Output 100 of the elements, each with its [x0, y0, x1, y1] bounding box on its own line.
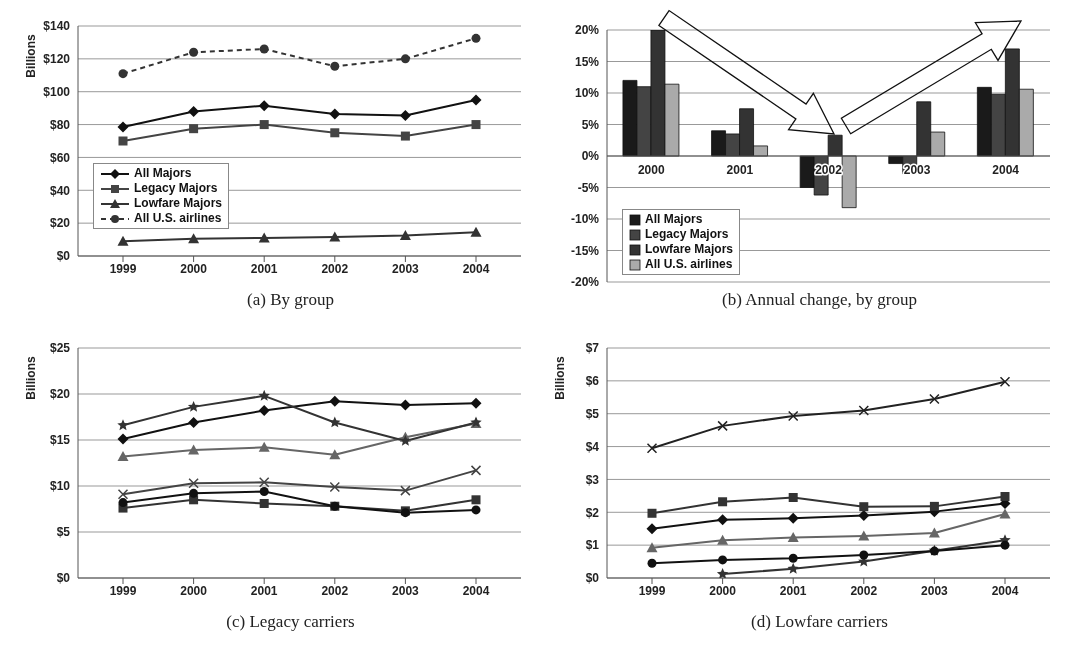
point	[117, 489, 129, 500]
y-tick-label: -20%	[570, 275, 600, 290]
point	[470, 397, 482, 409]
point	[330, 128, 340, 138]
point	[1000, 492, 1010, 502]
point	[646, 442, 658, 454]
point	[716, 568, 729, 578]
point	[470, 94, 482, 106]
y-tick-label: -15%	[570, 243, 600, 258]
x-tick-label: 2002	[321, 583, 349, 598]
point	[188, 444, 200, 455]
y-tick-label: 0%	[581, 149, 600, 164]
y-axis-title: Billions	[23, 34, 38, 78]
point	[646, 542, 658, 553]
point	[258, 405, 270, 417]
point	[717, 420, 728, 432]
bar	[827, 134, 843, 157]
y-tick-label: $100	[43, 84, 71, 99]
point	[188, 233, 200, 244]
y-tick-label: $20	[49, 387, 71, 402]
point	[471, 33, 481, 43]
point	[117, 121, 129, 133]
y-tick-label: $5	[56, 525, 71, 540]
point	[329, 449, 341, 460]
point	[329, 481, 341, 493]
point	[329, 108, 341, 120]
x-tick-label: 2002	[850, 583, 878, 598]
x-tick-label: 1999	[638, 583, 666, 598]
point	[718, 497, 728, 507]
point	[787, 532, 799, 543]
y-tick-label: 5%	[581, 117, 600, 132]
legend-label: All Majors	[645, 212, 703, 227]
point	[929, 393, 940, 405]
point	[858, 530, 870, 541]
x-tick-label: 2001	[726, 163, 754, 177]
x-tick-label: 2000	[637, 163, 665, 177]
y-tick-label: $0	[56, 249, 71, 264]
bar	[841, 155, 857, 209]
text: (c) Legacy carriers	[225, 612, 356, 632]
y-tick-label: $2	[585, 505, 600, 520]
point	[188, 105, 200, 117]
y-tick-label: $120	[43, 52, 71, 67]
legend-label: All U.S. airlines	[134, 211, 222, 226]
point	[117, 419, 129, 431]
x-tick-label: 2004	[462, 261, 490, 276]
point	[188, 417, 200, 429]
point	[258, 389, 270, 401]
y-tick-label: $4	[585, 439, 600, 454]
x-tick-label: 2003	[903, 163, 931, 177]
x-tick-label: 2000	[180, 583, 208, 598]
point	[471, 495, 481, 505]
point	[259, 44, 269, 54]
point	[787, 562, 799, 574]
y-tick-label: 20%	[574, 23, 600, 38]
x-tick-label: 2004	[991, 583, 1019, 598]
point	[470, 226, 482, 237]
y-tick-label: $60	[49, 150, 71, 165]
point	[859, 550, 869, 560]
point	[647, 558, 657, 568]
legend-label: All U.S. airlines	[645, 257, 733, 272]
point	[329, 395, 341, 407]
point	[258, 232, 270, 243]
legend-label: Lowfare Majors	[645, 242, 734, 257]
point	[647, 508, 657, 518]
y-tick-label: $25	[49, 341, 71, 356]
point	[259, 120, 269, 130]
y-axis-title: Billions	[552, 356, 567, 400]
y-tick-label: $6	[585, 374, 600, 389]
point	[117, 433, 129, 445]
point	[399, 110, 411, 122]
x-tick-label: 2003	[921, 583, 949, 598]
y-tick-label: $0	[56, 571, 71, 586]
point	[189, 47, 199, 57]
y-tick-label: $40	[49, 183, 71, 198]
point	[399, 229, 411, 240]
x-tick-label: 2003	[392, 583, 420, 598]
point	[189, 488, 199, 498]
y-tick-label: $20	[49, 216, 71, 231]
y-tick-label: $140	[43, 19, 71, 34]
y-tick-label: $80	[49, 117, 71, 132]
point	[329, 231, 341, 242]
point	[1000, 540, 1010, 550]
y-tick-label: 10%	[574, 86, 600, 101]
y-tick-label: -10%	[570, 212, 600, 227]
point	[329, 416, 341, 428]
y-tick-label: 15%	[574, 54, 600, 69]
legend-label: Legacy Majors	[645, 227, 729, 242]
point	[929, 501, 939, 511]
text: (b) Annual change, by group	[721, 290, 918, 310]
point	[717, 534, 729, 545]
point	[118, 498, 128, 508]
y-tick-label: $5	[585, 406, 600, 421]
point	[788, 493, 798, 502]
point	[470, 465, 482, 476]
point	[859, 502, 869, 512]
point	[117, 235, 129, 246]
x-tick-label: 1999	[109, 261, 137, 276]
y-tick-label: $1	[585, 538, 600, 553]
x-tick-label: 2001	[779, 583, 807, 598]
x-tick-label: 2000	[180, 261, 208, 276]
